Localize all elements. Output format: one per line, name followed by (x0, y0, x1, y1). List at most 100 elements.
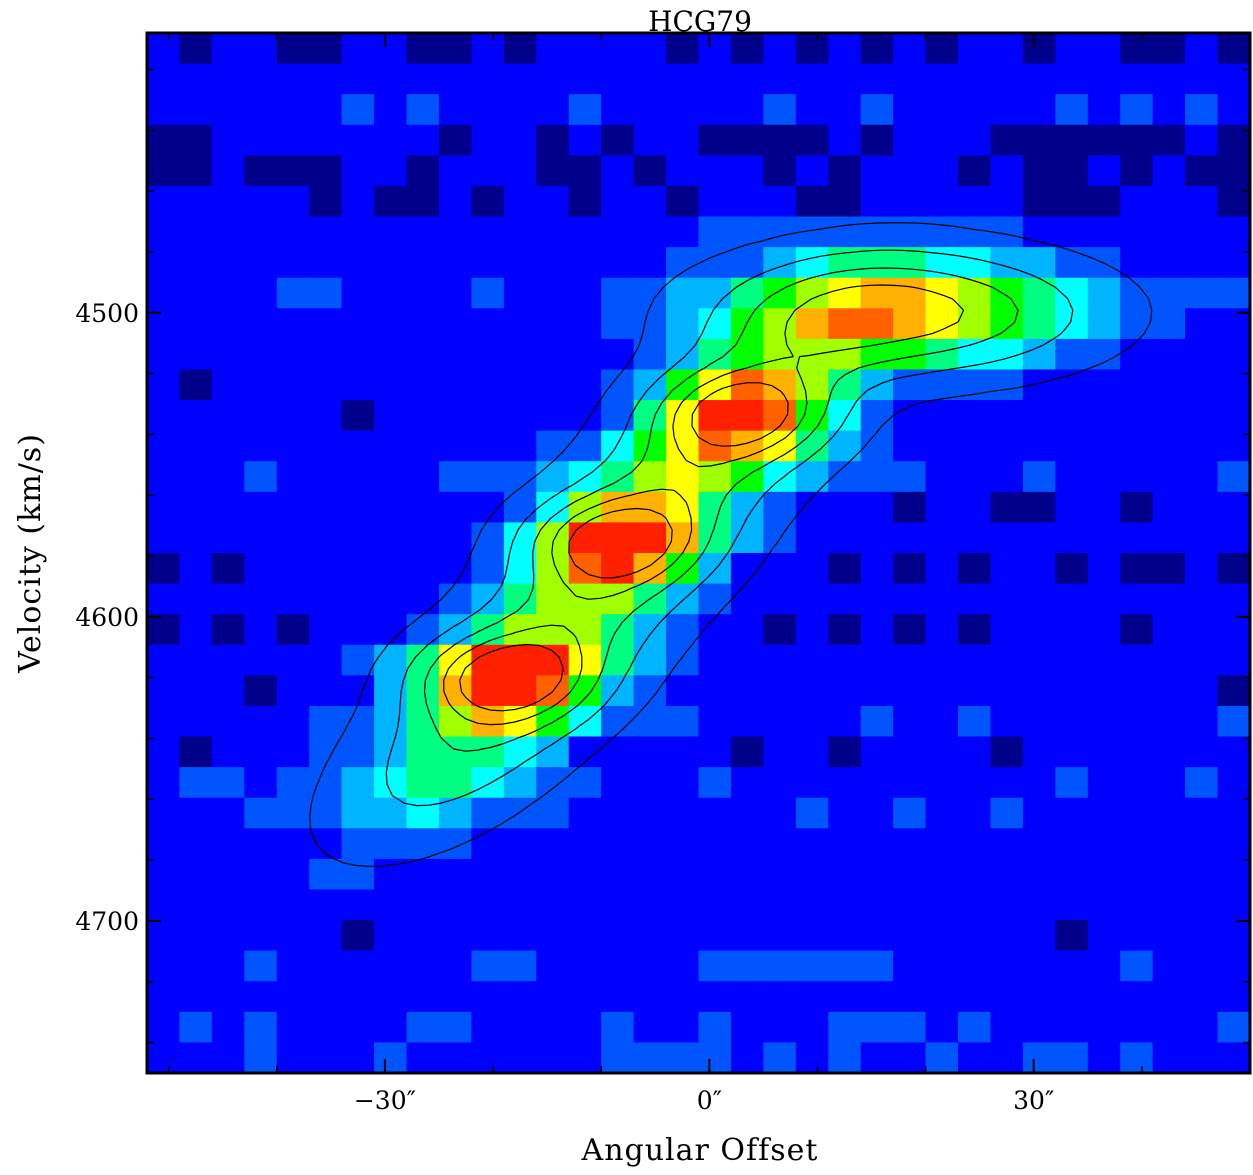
heatmap-cell (406, 400, 440, 432)
x-tick-label: 0″ (697, 1086, 722, 1115)
heatmap-cell (1185, 247, 1219, 279)
heatmap-cell (990, 94, 1024, 126)
heatmap-cell (1185, 63, 1219, 95)
heatmap-cell (1152, 338, 1186, 371)
heatmap-cell (568, 94, 602, 126)
heatmap-cell (471, 950, 505, 982)
heatmap-cell (503, 1011, 537, 1044)
heatmap-cell (633, 614, 667, 646)
heatmap-cell (828, 491, 862, 524)
heatmap-cell (503, 400, 537, 432)
heatmap-cell (1055, 277, 1089, 309)
heatmap-cell (374, 614, 408, 646)
heatmap-cell (860, 920, 894, 952)
heatmap-cell (147, 614, 181, 646)
heatmap-cell (1217, 491, 1251, 524)
heatmap-cell (990, 920, 1024, 952)
heatmap-cell (1022, 644, 1056, 676)
heatmap-cell (406, 797, 440, 829)
heatmap-cell (179, 461, 213, 493)
heatmap-cell (860, 950, 894, 982)
heatmap-cell (341, 308, 375, 340)
heatmap-cell (990, 63, 1024, 95)
heatmap-cell (568, 614, 602, 646)
heatmap-cell (601, 185, 635, 218)
heatmap-cell (1055, 33, 1089, 65)
heatmap-cell (893, 185, 927, 218)
heatmap-cell (893, 644, 927, 676)
heatmap-cell (1120, 430, 1154, 462)
heatmap-cell (698, 94, 732, 126)
heatmap-cell (1087, 308, 1121, 340)
heatmap-cell (763, 185, 797, 218)
heatmap-cell (795, 950, 829, 982)
heatmap-cell (958, 889, 992, 921)
heatmap-cell (1055, 94, 1089, 126)
heatmap-cell (179, 553, 213, 585)
heatmap-cell (1022, 583, 1056, 615)
heatmap-cell (763, 583, 797, 615)
heatmap-cell (341, 63, 375, 95)
heatmap-cell (1087, 185, 1121, 218)
heatmap-cell (147, 797, 181, 829)
heatmap-cell (276, 185, 310, 218)
heatmap-cell (406, 1042, 440, 1074)
heatmap-cell (374, 308, 408, 340)
heatmap-cell (601, 797, 635, 829)
heatmap-cell (147, 920, 181, 952)
heatmap-cell (1120, 247, 1154, 279)
heatmap-cell (179, 522, 213, 554)
heatmap-cell (828, 675, 862, 707)
heatmap-cell (309, 33, 343, 65)
heatmap-cell (244, 797, 278, 829)
heatmap-cell (536, 858, 570, 891)
heatmap-cell (925, 797, 959, 829)
heatmap-cell (438, 461, 473, 493)
heatmap-cell (1022, 216, 1056, 248)
heatmap-cell (406, 185, 440, 218)
heatmap-cell (666, 338, 700, 371)
heatmap-cell (244, 736, 278, 768)
heatmap-cell (568, 185, 602, 218)
heatmap-cell (147, 522, 181, 554)
heatmap-cell (1152, 644, 1186, 676)
heatmap-cell (1152, 277, 1186, 309)
heatmap-cell (990, 155, 1024, 187)
heatmap-cell (1120, 583, 1154, 615)
heatmap-cell (1120, 461, 1154, 493)
heatmap-cell (536, 430, 570, 462)
heatmap-cell (893, 369, 927, 401)
heatmap-cell (1055, 1011, 1089, 1044)
heatmap-cell (990, 124, 1024, 156)
heatmap-cell (179, 124, 213, 156)
heatmap-cell (828, 889, 862, 921)
heatmap-cell (860, 94, 894, 126)
heatmap-cell (925, 736, 959, 768)
heatmap-cell (471, 522, 505, 554)
heatmap-cell (1120, 828, 1154, 860)
heatmap-cell (893, 400, 927, 432)
heatmap-cell (471, 828, 505, 860)
heatmap-cell (1120, 553, 1154, 585)
heatmap-cell (211, 155, 245, 187)
heatmap-cell (1217, 950, 1251, 982)
heatmap-cell (860, 63, 894, 95)
heatmap-cell (1055, 644, 1089, 676)
heatmap-cell (147, 216, 181, 248)
heatmap-cell (438, 338, 473, 371)
heatmap-cell (828, 124, 862, 156)
heatmap-cell (244, 247, 278, 279)
heatmap-cell (147, 767, 181, 799)
heatmap-cell (1120, 185, 1154, 218)
heatmap-cell (471, 553, 505, 585)
heatmap-cell (536, 33, 570, 65)
heatmap-cell (309, 277, 343, 309)
heatmap-cell (795, 981, 829, 1013)
heatmap-cell (406, 369, 440, 401)
heatmap-cell (666, 981, 700, 1013)
heatmap-cell (730, 461, 764, 493)
heatmap-cell (341, 33, 375, 65)
heatmap-cell (276, 797, 310, 829)
heatmap-cell (828, 981, 862, 1013)
heatmap-cell (601, 553, 635, 585)
